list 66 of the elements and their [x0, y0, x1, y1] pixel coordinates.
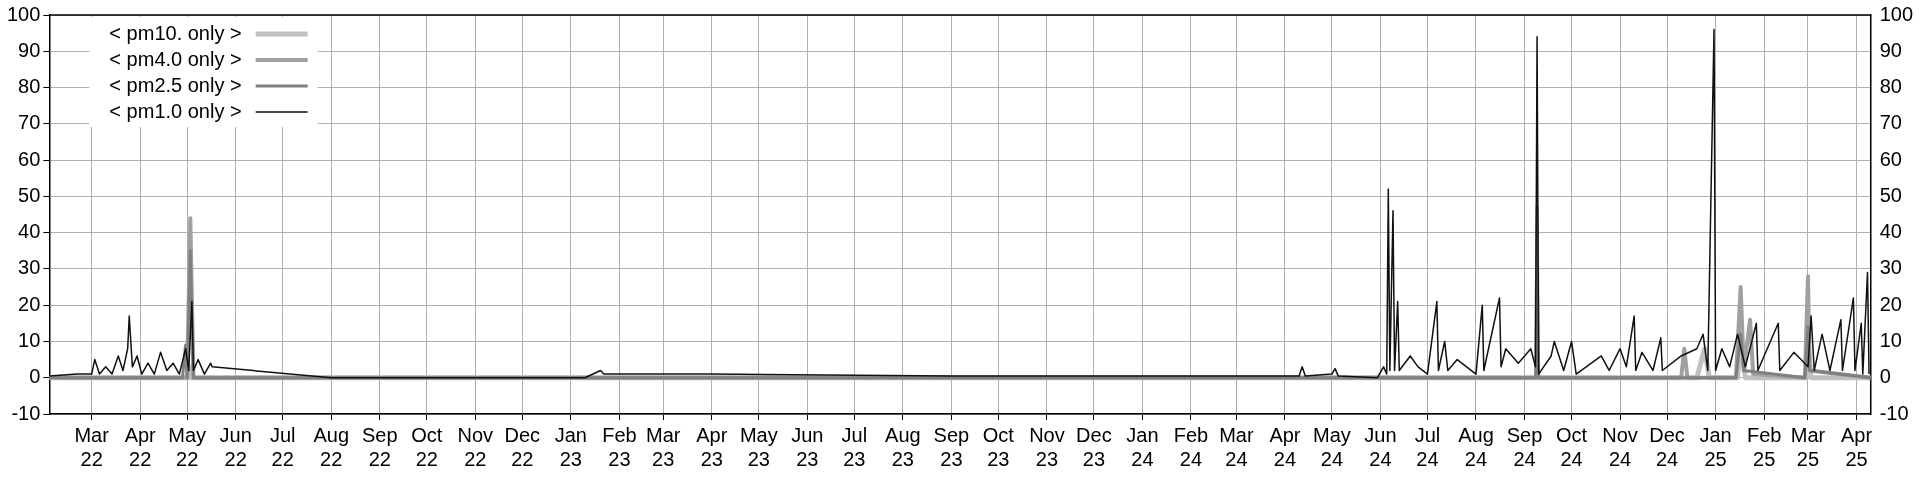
x-tick-label: Mar 22	[74, 423, 110, 470]
x-tick-label: Mar 23	[646, 423, 681, 470]
y-tick-label: 70	[18, 111, 41, 134]
x-tick-label: Aug 24	[1458, 423, 1494, 470]
y2-tick-label: -10	[1879, 401, 1909, 424]
x-tick-label: Oct 23	[982, 423, 1015, 470]
legend-label: < pm2.5 only >	[109, 73, 242, 96]
y-tick-label: 50	[18, 183, 41, 206]
x-tick-label: Jun 24	[1364, 423, 1397, 470]
x-tick-label: Dec 23	[1076, 423, 1112, 470]
y2-tick-label: 100	[1879, 2, 1914, 25]
x-tick-label: Jun 23	[791, 423, 824, 470]
x-tick-label: Sep 24	[1506, 423, 1543, 470]
x-tick-label: Nov 24	[1602, 423, 1638, 470]
legend-label: < pm10. only >	[109, 21, 242, 44]
y2-tick-label: 40	[1879, 220, 1902, 243]
x-tick-label: Apr 24	[1269, 423, 1301, 470]
x-tick-label: May 22	[168, 423, 207, 470]
y2-tick-label: 70	[1879, 111, 1902, 134]
x-tick-label: Jul 24	[1414, 423, 1441, 470]
x-tick-label: Feb 24	[1173, 423, 1209, 470]
x-tick-label: Jan 25	[1699, 423, 1732, 470]
y-tick-label: 80	[18, 75, 41, 98]
x-tick-label: Aug 23	[885, 423, 921, 470]
y-tick-label: 60	[18, 147, 41, 170]
y2-tick-label: 10	[1879, 328, 1902, 351]
x-tick-label: Nov 23	[1029, 423, 1065, 470]
x-tick-label: Dec 22	[504, 423, 541, 470]
x-tick-label: Mar 25	[1790, 423, 1826, 470]
x-tick-label: Jan 23	[554, 423, 587, 470]
x-tick-label: Apr 23	[696, 423, 728, 470]
y-tick-label: -10	[11, 401, 41, 424]
x-tick-label: Jun 22	[219, 423, 252, 470]
legend-label: < pm1.0 only >	[109, 99, 242, 122]
x-tick-label: Feb 23	[602, 423, 637, 470]
y2-tick-label: 30	[1879, 256, 1902, 279]
y-tick-label: 90	[18, 38, 41, 61]
x-tick-label: Apr 22	[124, 423, 157, 470]
x-tick-label: Oct 22	[411, 423, 443, 470]
x-tick-label: May 24	[1313, 423, 1351, 470]
x-tick-label: Jul 22	[269, 423, 296, 470]
x-tick-label: Mar 24	[1219, 423, 1254, 470]
x-tick-label: Feb 25	[1746, 423, 1782, 470]
x-tick-label: Oct 24	[1555, 423, 1588, 470]
y2-tick-label: 60	[1879, 147, 1902, 170]
x-tick-label: Sep 22	[362, 423, 398, 470]
x-tick-label: Aug 22	[313, 423, 350, 470]
y-tick-label: 20	[18, 292, 41, 315]
x-tick-label: Apr 25	[1840, 423, 1873, 470]
x-tick-label: Sep 23	[933, 423, 970, 470]
x-tick-label: Dec 24	[1649, 423, 1685, 470]
y2-tick-label: 0	[1879, 365, 1891, 388]
y-tick-label: 10	[18, 328, 41, 351]
x-tick-label: May 23	[739, 423, 778, 470]
y2-tick-label: 50	[1879, 183, 1902, 206]
y2-tick-label: 80	[1879, 75, 1902, 98]
y-tick-label: 100	[6, 2, 41, 25]
y2-tick-label: 90	[1879, 38, 1902, 61]
y-tick-label: 0	[29, 365, 41, 388]
y-tick-label: 40	[18, 220, 41, 243]
legend-label: < pm4.0 only >	[109, 47, 242, 70]
x-tick-label: Nov 22	[457, 423, 494, 470]
x-tick-label: Jul 23	[841, 423, 868, 470]
y-tick-label: 30	[18, 256, 41, 279]
y2-tick-label: 20	[1879, 292, 1902, 315]
x-tick-label: Jan 24	[1126, 423, 1159, 470]
